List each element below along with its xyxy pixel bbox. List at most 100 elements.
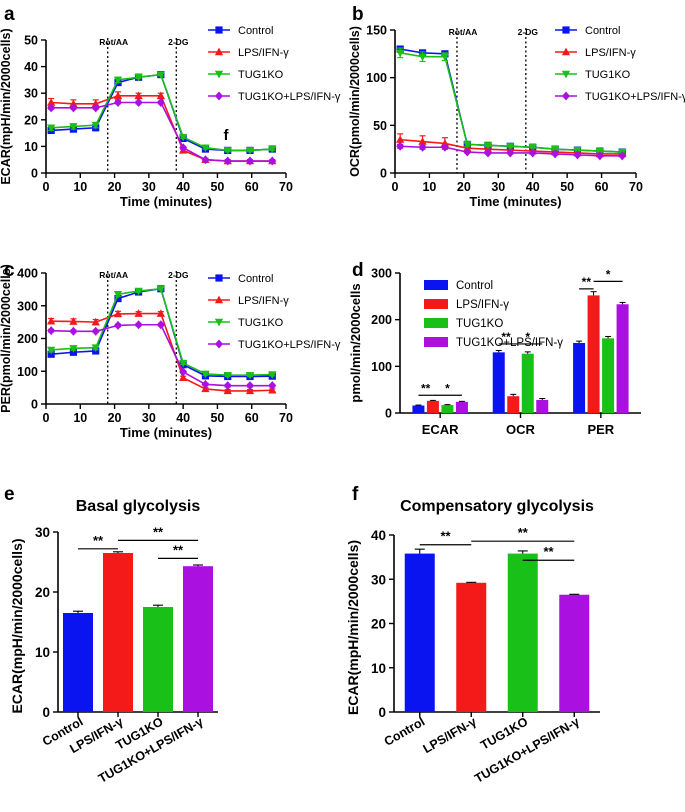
legend-label-1: LPS/IFN-γ xyxy=(238,47,289,59)
x-tick-label: 10 xyxy=(422,180,436,194)
data-point-3-0 xyxy=(47,326,56,336)
legend-label-2: TUG1KO xyxy=(456,318,503,330)
y-axis-label: ECAR(mpH/min/2000cells) xyxy=(9,538,25,713)
legend-marker-3 xyxy=(215,339,223,349)
legend-label-2: TUG1KO xyxy=(585,69,631,81)
data-point-3-4 xyxy=(134,98,143,108)
data-point-3-1 xyxy=(418,142,427,152)
panel-f-compensatory-glycolysis-chart: Compensatory glycolysis 0 10 20 30 40 ECAR(mpH… xyxy=(345,498,600,786)
data-point-3-9 xyxy=(595,151,604,161)
data-point-2-7 xyxy=(201,144,210,153)
category-label: LPS/IFN-γ xyxy=(421,714,479,756)
data-point-3-5 xyxy=(506,148,515,158)
data-point-2-10 xyxy=(268,371,277,379)
y-tick-label: 20 xyxy=(371,617,386,632)
data-point-2-6 xyxy=(179,359,188,368)
legend-label-3: TUG1KO+LPS/IFN-γ xyxy=(585,91,685,103)
x-axis-label: Time (minutes) xyxy=(120,194,212,209)
x-tick-label: 30 xyxy=(142,180,156,194)
legend-label-1: LPS/IFN-γ xyxy=(456,299,509,311)
data-point-1-1 xyxy=(69,317,78,325)
y-axis-label: pmol/min/2000cells xyxy=(348,283,363,402)
significance-label: ** xyxy=(173,542,184,557)
data-point-2-5 xyxy=(506,143,515,151)
data-point-2-8 xyxy=(223,371,232,380)
legend-label-1: LPS/IFN-γ xyxy=(238,295,289,307)
x-tick-label: 0 xyxy=(43,411,50,425)
bar-2 xyxy=(143,607,173,712)
panel-letter-a: a xyxy=(4,4,15,25)
bar-1 xyxy=(456,582,487,712)
data-point-1-8 xyxy=(223,386,232,395)
data-point-1-3 xyxy=(113,91,123,100)
data-point-2-3 xyxy=(463,141,472,149)
injection-label: 2-DG xyxy=(168,37,189,47)
y-tick-label: 40 xyxy=(371,528,386,543)
data-point-3-6 xyxy=(528,148,537,158)
panel-letter-f: f xyxy=(352,484,359,505)
y-tick-label: 100 xyxy=(371,360,392,374)
data-point-3-9 xyxy=(246,381,254,391)
significance-label: ** xyxy=(501,330,511,344)
data-point-3-10 xyxy=(268,381,277,391)
data-point-3-2 xyxy=(91,103,100,113)
y-axis-label: OCR(pmol/min/2000cells) xyxy=(348,26,362,177)
panel-letter-e: e xyxy=(4,484,15,505)
bar-0-1 xyxy=(492,352,505,413)
x-tick-label: 30 xyxy=(491,180,505,194)
y-tick-label: 30 xyxy=(371,572,386,587)
data-point-2-6 xyxy=(528,144,537,152)
data-point-2-7 xyxy=(201,370,210,379)
y-tick-label: 50 xyxy=(24,34,38,48)
legend-label-0: Control xyxy=(238,273,273,285)
category-label: OCR xyxy=(506,422,536,437)
x-tick-label: 70 xyxy=(279,180,293,194)
data-point-2-9 xyxy=(245,371,255,380)
legend-swatch-2 xyxy=(424,318,448,328)
data-point-3-0 xyxy=(47,103,56,113)
data-point-2-8 xyxy=(223,147,232,155)
x-tick-label: 60 xyxy=(595,180,609,194)
significance-label: * xyxy=(606,267,611,281)
x-tick-label: 20 xyxy=(108,411,122,425)
x-tick-label: 60 xyxy=(245,180,259,194)
category-label: ECAR xyxy=(422,422,459,437)
data-point-3-8 xyxy=(573,150,582,160)
x-tick-label: 70 xyxy=(279,411,293,425)
data-point-3-8 xyxy=(223,381,232,391)
data-point-2-5 xyxy=(156,71,165,79)
legend-marker-2 xyxy=(214,70,224,79)
data-point-3-7 xyxy=(201,155,210,165)
data-point-2-0 xyxy=(47,124,56,133)
legend-label-0: Control xyxy=(456,280,493,292)
data-point-3-4 xyxy=(134,320,143,330)
x-tick-label: 0 xyxy=(392,180,399,194)
legend-label-3: TUG1KO+LPS/IFN-γ xyxy=(238,91,341,103)
bar-2 xyxy=(507,553,538,712)
panel-c-per-chart: 0 100 200 300 400 0 10 20 30 40 50 60 70 Time (minute… xyxy=(0,264,341,440)
panel-letter-d: d xyxy=(352,260,364,281)
data-point-3-0 xyxy=(396,141,405,151)
data-point-2-2 xyxy=(440,53,450,62)
data-point-2-4 xyxy=(483,142,493,150)
x-tick-label: 50 xyxy=(210,180,224,194)
x-axis-label: Time (minutes) xyxy=(120,425,212,440)
legend-label-2: TUG1KO xyxy=(238,69,284,81)
y-tick-label: 10 xyxy=(371,661,386,676)
bar-0-0 xyxy=(412,405,425,413)
data-point-2-5 xyxy=(156,285,165,294)
bar-1-1 xyxy=(507,396,520,413)
panel-a-ecar-chart: 0 10 20 30 40 50 0 10 20 30 40 50 60 70 Time (minutes)… xyxy=(0,25,341,209)
panel-letter-c: c xyxy=(4,260,15,281)
legend-marker-1 xyxy=(214,295,224,304)
data-point-2-3 xyxy=(113,291,123,299)
x-tick-label: 50 xyxy=(210,411,224,425)
legend-marker-0 xyxy=(562,26,570,34)
data-point-1-0 xyxy=(47,316,56,325)
significance-label: ** xyxy=(440,529,451,544)
bar-3 xyxy=(183,566,213,712)
x-tick-label: 50 xyxy=(560,180,574,194)
legend-label-0: Control xyxy=(238,25,273,37)
x-tick-label: 40 xyxy=(526,180,540,194)
